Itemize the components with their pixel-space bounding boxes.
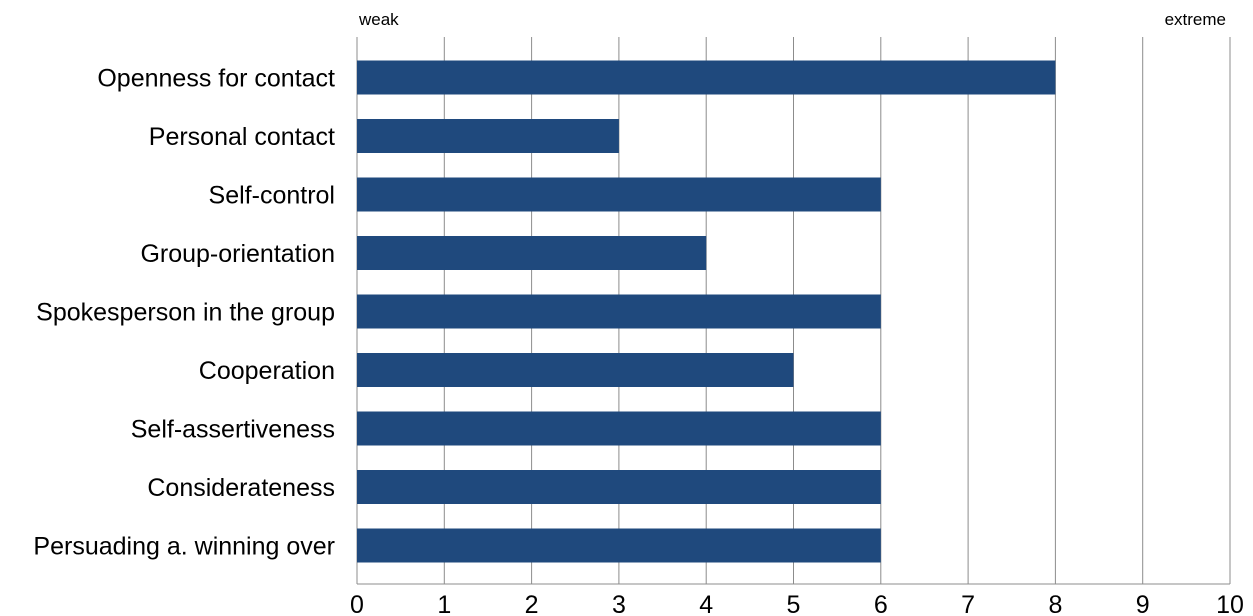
x-tick-label: 9 <box>1136 591 1150 616</box>
x-tick-label: 2 <box>525 591 539 616</box>
scale-low-label: weak <box>358 10 399 29</box>
scale-high-label: extreme <box>1165 10 1226 29</box>
category-label: Persuading a. winning over <box>33 533 335 561</box>
bar <box>357 411 881 446</box>
bar <box>357 60 1056 95</box>
bar <box>357 294 881 329</box>
x-tick-label: 7 <box>961 591 975 616</box>
bars <box>357 60 1056 563</box>
category-label: Group-orientation <box>140 240 335 268</box>
category-label: Cooperation <box>199 357 335 385</box>
x-tick-label: 8 <box>1048 591 1062 616</box>
bar <box>357 528 881 563</box>
x-tick-label: 10 <box>1216 591 1244 616</box>
category-labels: Openness for contact Personal contact Self… <box>33 65 335 561</box>
x-tick-label: 1 <box>437 591 451 616</box>
category-label: Considerateness <box>147 474 335 502</box>
bar <box>357 177 881 212</box>
bar <box>357 236 707 270</box>
x-tick-labels: 0 1 2 3 4 5 6 7 8 9 10 <box>350 591 1244 616</box>
category-label: Self-assertiveness <box>131 416 335 444</box>
category-label: Personal contact <box>149 123 335 151</box>
category-label: Spokesperson in the group <box>36 299 335 327</box>
bar <box>357 470 881 504</box>
x-tick-label: 6 <box>874 591 888 616</box>
category-label: Self-control <box>209 182 335 210</box>
bar <box>357 119 619 153</box>
category-label: Openness for contact <box>97 65 335 93</box>
x-tick-label: 5 <box>787 591 801 616</box>
x-tick-label: 3 <box>612 591 626 616</box>
bar <box>357 353 794 387</box>
x-tick-label: 4 <box>699 591 713 616</box>
x-tick-label: 0 <box>350 591 364 616</box>
